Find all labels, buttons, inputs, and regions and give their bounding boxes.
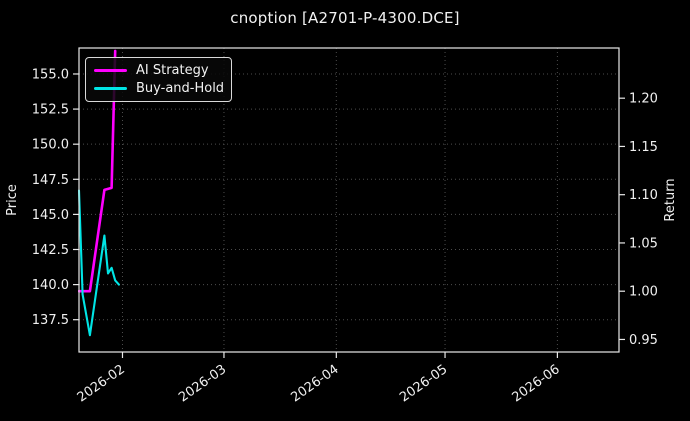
y-tick-label-right: 1.10 bbox=[629, 188, 658, 203]
gridlines bbox=[79, 48, 619, 352]
tick-marks bbox=[73, 73, 625, 358]
x-tick-label: 2026-05 bbox=[397, 362, 450, 405]
y-tick-label-left: 155.0 bbox=[32, 67, 69, 82]
y-tick-label-right: 1.15 bbox=[629, 140, 658, 155]
x-tick-label: 2026-06 bbox=[510, 362, 563, 405]
y-tick-label-right: 1.00 bbox=[629, 285, 658, 300]
legend-label: AI Strategy bbox=[136, 62, 209, 78]
y-tick-label-left: 147.5 bbox=[32, 173, 69, 188]
buy-and-hold-line bbox=[78, 189, 120, 337]
y-tick-label-left: 150.0 bbox=[32, 138, 69, 153]
ai-strategy-line bbox=[78, 49, 117, 293]
x-tick-label: 2026-04 bbox=[289, 362, 342, 405]
y-tick-label-left: 137.5 bbox=[32, 313, 69, 328]
y-tick-label-right: 0.95 bbox=[629, 333, 658, 348]
ai-strategy-line-icon bbox=[94, 68, 127, 72]
axis-label-return: Return bbox=[663, 178, 678, 221]
legend: AI Strategy Buy-and-Hold bbox=[85, 57, 232, 102]
axis-label-price: Price bbox=[5, 184, 20, 216]
chart-title: cnoption [A2701-P-4300.DCE] bbox=[230, 9, 460, 27]
legend-item: AI Strategy bbox=[94, 64, 231, 77]
y-tick-label-left: 142.5 bbox=[32, 243, 69, 258]
legend-item: Buy-and-Hold bbox=[94, 82, 231, 95]
tick-labels: 137.5 140.0 142.5 145.0 147.5 150.0 152.5 155.0… bbox=[5, 67, 678, 405]
y-tick-label-right: 1.05 bbox=[629, 236, 658, 251]
y-tick-label-left: 152.5 bbox=[32, 103, 69, 118]
x-tick-label: 2026-03 bbox=[176, 362, 229, 405]
x-tick-label: 2026-02 bbox=[75, 362, 128, 405]
y-tick-label-left: 145.0 bbox=[32, 208, 69, 223]
plot-border bbox=[78, 47, 620, 353]
series-group bbox=[78, 49, 120, 337]
y-tick-label-left: 140.0 bbox=[32, 278, 69, 293]
buy-and-hold-line-icon bbox=[94, 87, 127, 91]
legend-label: Buy-and-Hold bbox=[136, 81, 225, 97]
y-tick-label-right: 1.20 bbox=[629, 92, 658, 107]
